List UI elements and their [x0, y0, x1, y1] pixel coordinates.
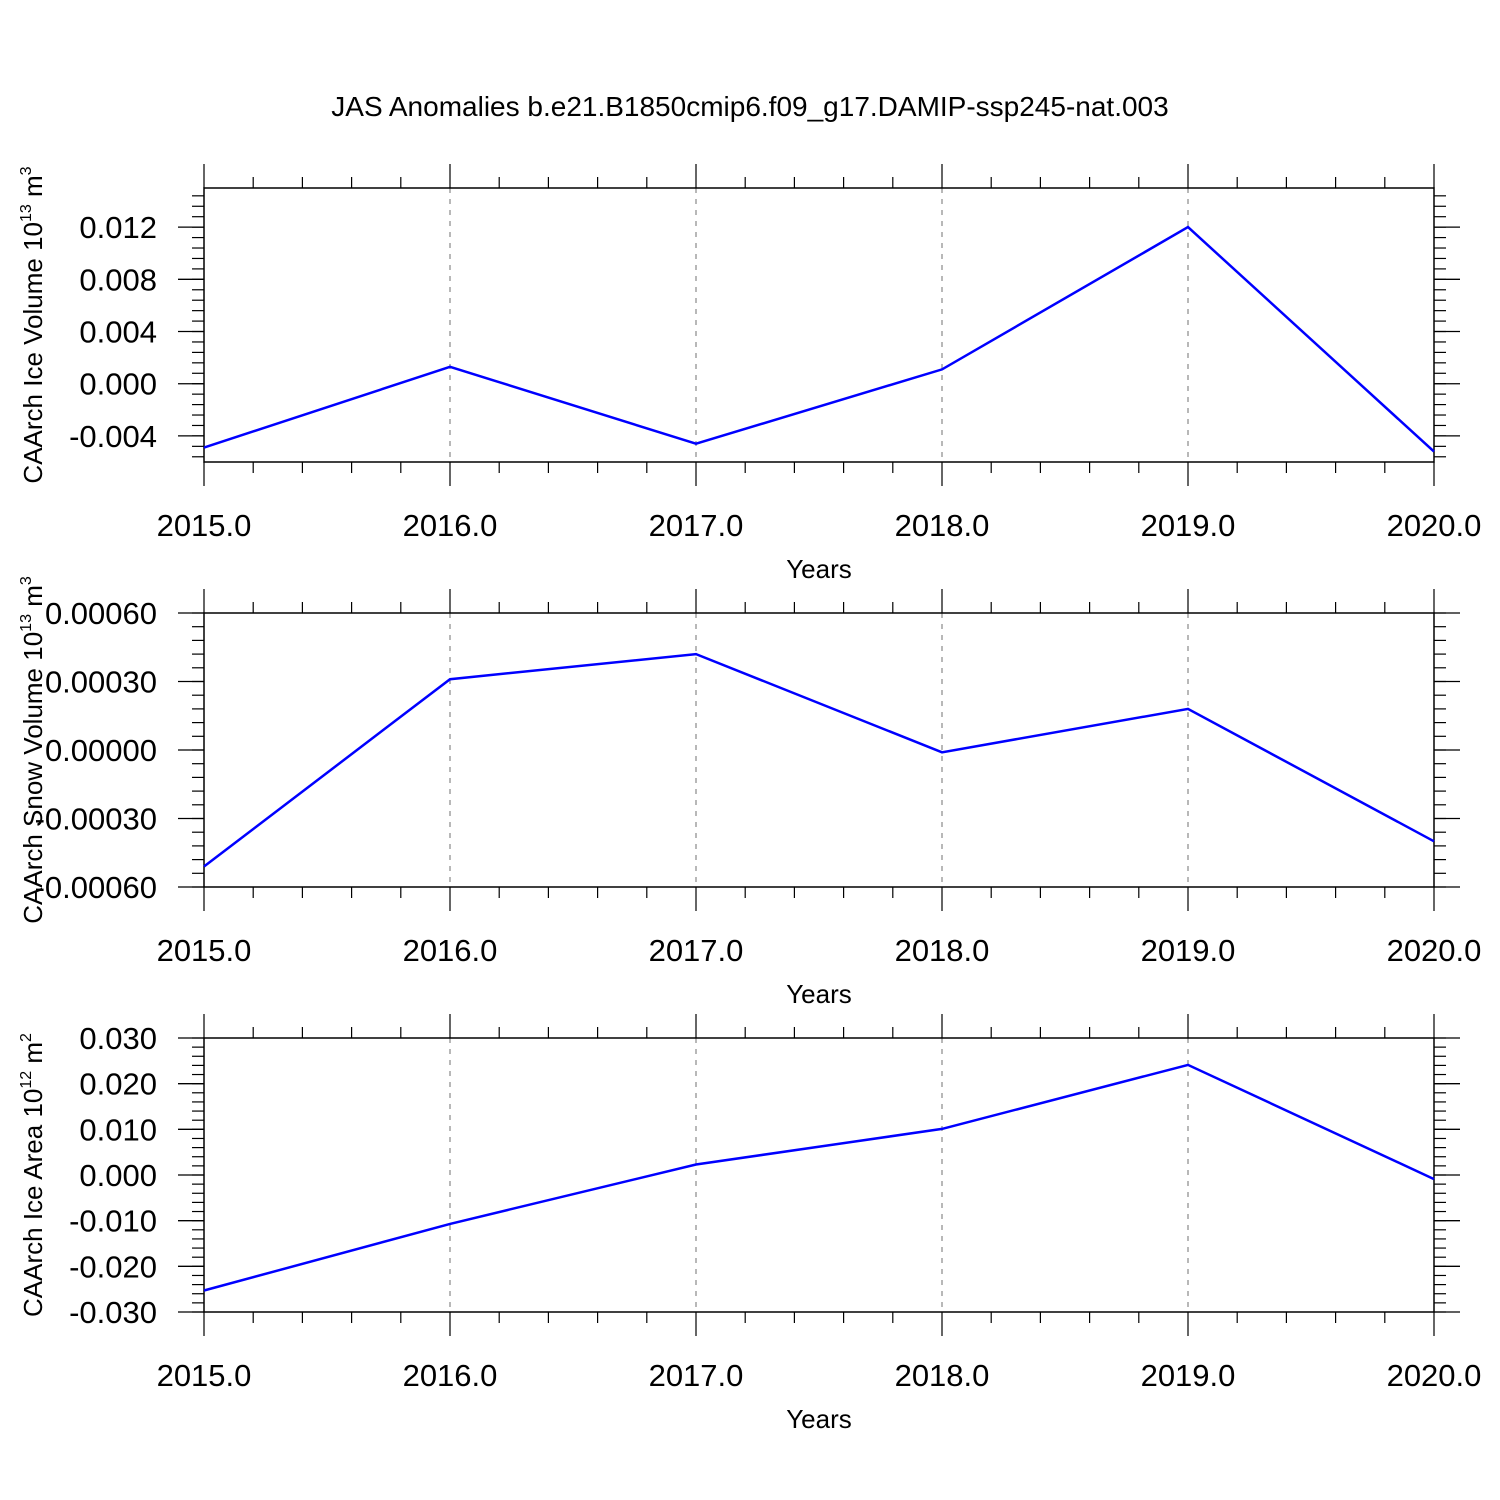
y-tick-label: 0.010 — [79, 1112, 157, 1147]
x-tick-label: 2017.0 — [649, 1358, 744, 1393]
series-line — [203, 225, 1435, 453]
y-tick-label: 0.030 — [79, 1021, 157, 1056]
x-tick-label: 2020.0 — [1387, 508, 1482, 543]
y-tick-label: 0.004 — [79, 315, 157, 350]
x-axis-label: Years — [786, 1404, 852, 1434]
y-axis-label: CAArch Ice Area 1012 m2 — [18, 1033, 48, 1317]
y-tick-label: -0.00060 — [35, 870, 157, 905]
series-line — [203, 652, 1435, 868]
y-axis-label: CAArch Ice Volume 1013 m3 — [18, 166, 48, 483]
x-tick-label: 2019.0 — [1141, 508, 1236, 543]
x-tick-label: 2015.0 — [157, 933, 252, 968]
y-tick-label: 0.020 — [79, 1067, 157, 1102]
plot-frame — [203, 187, 1435, 463]
x-tick-label: 2020.0 — [1387, 933, 1482, 968]
y-tick-label: 0.00030 — [45, 665, 157, 700]
chart-panel-1: 2015.0 2016.0 2017.0 2018.0 2019.0 2020.0 Year… — [18, 164, 1481, 584]
y-tick-label: -0.00030 — [35, 802, 157, 837]
x-tick-label: 2018.0 — [895, 933, 990, 968]
y-tick-label: 0.008 — [79, 262, 157, 297]
plot-frame — [203, 1037, 1435, 1313]
x-tick-label: 2020.0 — [1387, 1358, 1482, 1393]
panels-group: 2015.0 2016.0 2017.0 2018.0 2019.0 2020.0 Year… — [18, 164, 1481, 1434]
x-tick-label: 2018.0 — [895, 508, 990, 543]
y-tick-label: 0.012 — [79, 210, 157, 245]
figure-title: JAS Anomalies b.e21.B1850cmip6.f09_g17.D… — [331, 91, 1168, 122]
x-tick-label: 2019.0 — [1141, 933, 1236, 968]
x-tick-label: 2015.0 — [157, 508, 252, 543]
x-axis-label: Years — [786, 554, 852, 584]
x-tick-label: 2017.0 — [649, 508, 744, 543]
y-tick-label: 0.00000 — [45, 733, 157, 768]
x-tick-label: 2017.0 — [649, 933, 744, 968]
y-tick-label: 0.000 — [79, 1158, 157, 1193]
y-tick-label: -0.004 — [69, 419, 157, 454]
y-tick-label: -0.010 — [69, 1204, 157, 1239]
x-tick-label: 2018.0 — [895, 1358, 990, 1393]
y-tick-label: 0.000 — [79, 367, 157, 402]
x-tick-label: 2019.0 — [1141, 1358, 1236, 1393]
y-tick-label: -0.020 — [69, 1249, 157, 1284]
y-axis-label: CAArch Snow Volume 1013 m3 — [18, 576, 48, 924]
x-tick-label: 2016.0 — [403, 508, 498, 543]
chart-panel-2: 2015.0 2016.0 2017.0 2018.0 2019.0 2020.0 Year… — [18, 576, 1481, 1009]
y-tick-label: 0.00060 — [45, 596, 157, 631]
x-tick-label: 2016.0 — [403, 1358, 498, 1393]
x-tick-label: 2015.0 — [157, 1358, 252, 1393]
x-tick-label: 2016.0 — [403, 933, 498, 968]
series-line — [203, 1063, 1435, 1292]
x-axis-label: Years — [786, 979, 852, 1009]
y-tick-label: -0.030 — [69, 1295, 157, 1330]
chart-panel-3: 2015.0 2016.0 2017.0 2018.0 2019.0 2020.0 Year… — [18, 1014, 1481, 1434]
plot-frame — [203, 612, 1435, 888]
